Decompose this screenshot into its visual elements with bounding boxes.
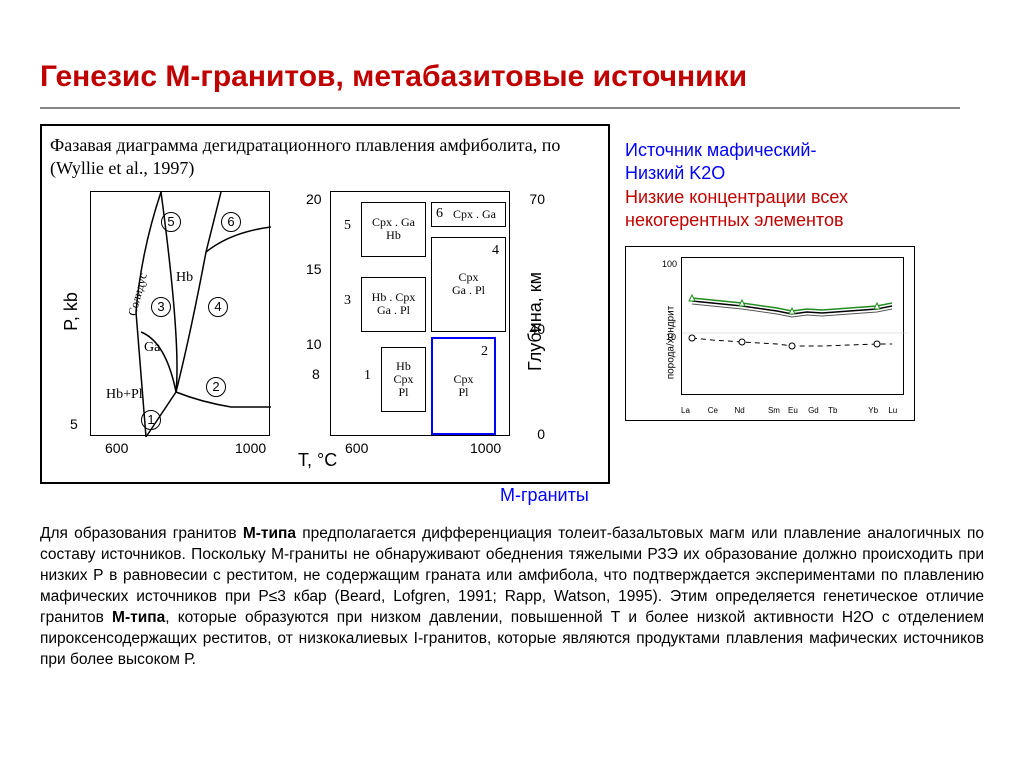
ree-x-ticks: La Ce Nd Sm Eu Gd Tb Yb Lu (681, 406, 904, 415)
x-label: T, °C (298, 450, 337, 471)
ytick-8: 8 (312, 366, 320, 382)
source-line4: некогерентных элементов (625, 209, 915, 232)
ree-y-label: порода/хондрит (665, 305, 676, 379)
circle-5: 5 (161, 212, 181, 232)
region-5: 5Cpx . Ga Hb (361, 202, 426, 257)
right-panel: Источник мафический- Низкий K2O Низкие к… (625, 124, 915, 484)
ytick-r0: 0 (520, 426, 545, 442)
circle-3: 3 (151, 297, 171, 317)
ree-ytick-100: 100 (662, 259, 677, 269)
phase-diagram: Hb+Pl Hb Ga Солидус 1 2 3 4 5 6 5Cpx . G… (50, 186, 600, 466)
ree-plot-area (681, 257, 904, 395)
content-row: Фазавая диаграмма дегидратационного плав… (40, 124, 984, 484)
plot-left: Hb+Pl Hb Ga Солидус 1 2 3 4 5 6 (90, 191, 270, 436)
xtick-1000-2: 1000 (470, 440, 501, 456)
source-line1: Источник мафический- (625, 139, 915, 162)
m-granites-label: М-граниты (500, 485, 589, 506)
region-4: 4Cpx Ga . Pl (431, 237, 506, 332)
source-text: Источник мафический- Низкий K2O Низкие к… (625, 139, 915, 233)
source-line3: Низкие концентрации всех (625, 186, 915, 209)
ytick-15: 15 (306, 261, 322, 277)
field-hb: Hb (176, 270, 193, 286)
ree-chart: порода/хондрит 10 100 (625, 246, 915, 421)
body-text: Для образования гранитов М-типа предпола… (40, 524, 984, 670)
region-2-blue: 2Cpx Pl (431, 337, 496, 435)
title-underline (40, 107, 960, 109)
xtick-600-2: 600 (345, 440, 368, 456)
ytick-20: 20 (306, 191, 322, 207)
circle-4: 4 (208, 297, 228, 317)
ree-svg (682, 258, 907, 398)
ytick-10: 10 (306, 336, 322, 352)
phase-diagram-container: Фазавая диаграмма дегидратационного плав… (40, 124, 610, 484)
y-label-left: P, kb (61, 292, 82, 331)
ytick-r70: 70 (520, 191, 545, 207)
diagram-caption: Фазавая диаграмма дегидратационного плав… (50, 134, 600, 181)
circle-6: 6 (221, 212, 241, 232)
ytick-r40: 40 (520, 321, 545, 337)
xtick-1000-1: 1000 (235, 440, 266, 456)
field-ga: Ga (144, 340, 160, 356)
circle-2: 2 (206, 377, 226, 397)
ree-ytick-10: 10 (666, 332, 676, 342)
plot-right: 5Cpx . Ga Hb 6Cpx . Ga 3Hb . Cpx Ga . Pl… (330, 191, 510, 436)
source-line2: Низкий K2O (625, 162, 915, 185)
slide-title: Генезис М-гранитов, метабазитовые источн… (40, 60, 984, 102)
ytick-5: 5 (70, 416, 78, 432)
region-6: 6Cpx . Ga (431, 202, 506, 227)
circle-1: 1 (141, 410, 161, 430)
region-1: 1Hb Cpx Pl (381, 347, 426, 412)
field-hb-pl: Hb+Pl (106, 387, 143, 403)
xtick-600-1: 600 (105, 440, 128, 456)
region-3: 3Hb . Cpx Ga . Pl (361, 277, 426, 332)
